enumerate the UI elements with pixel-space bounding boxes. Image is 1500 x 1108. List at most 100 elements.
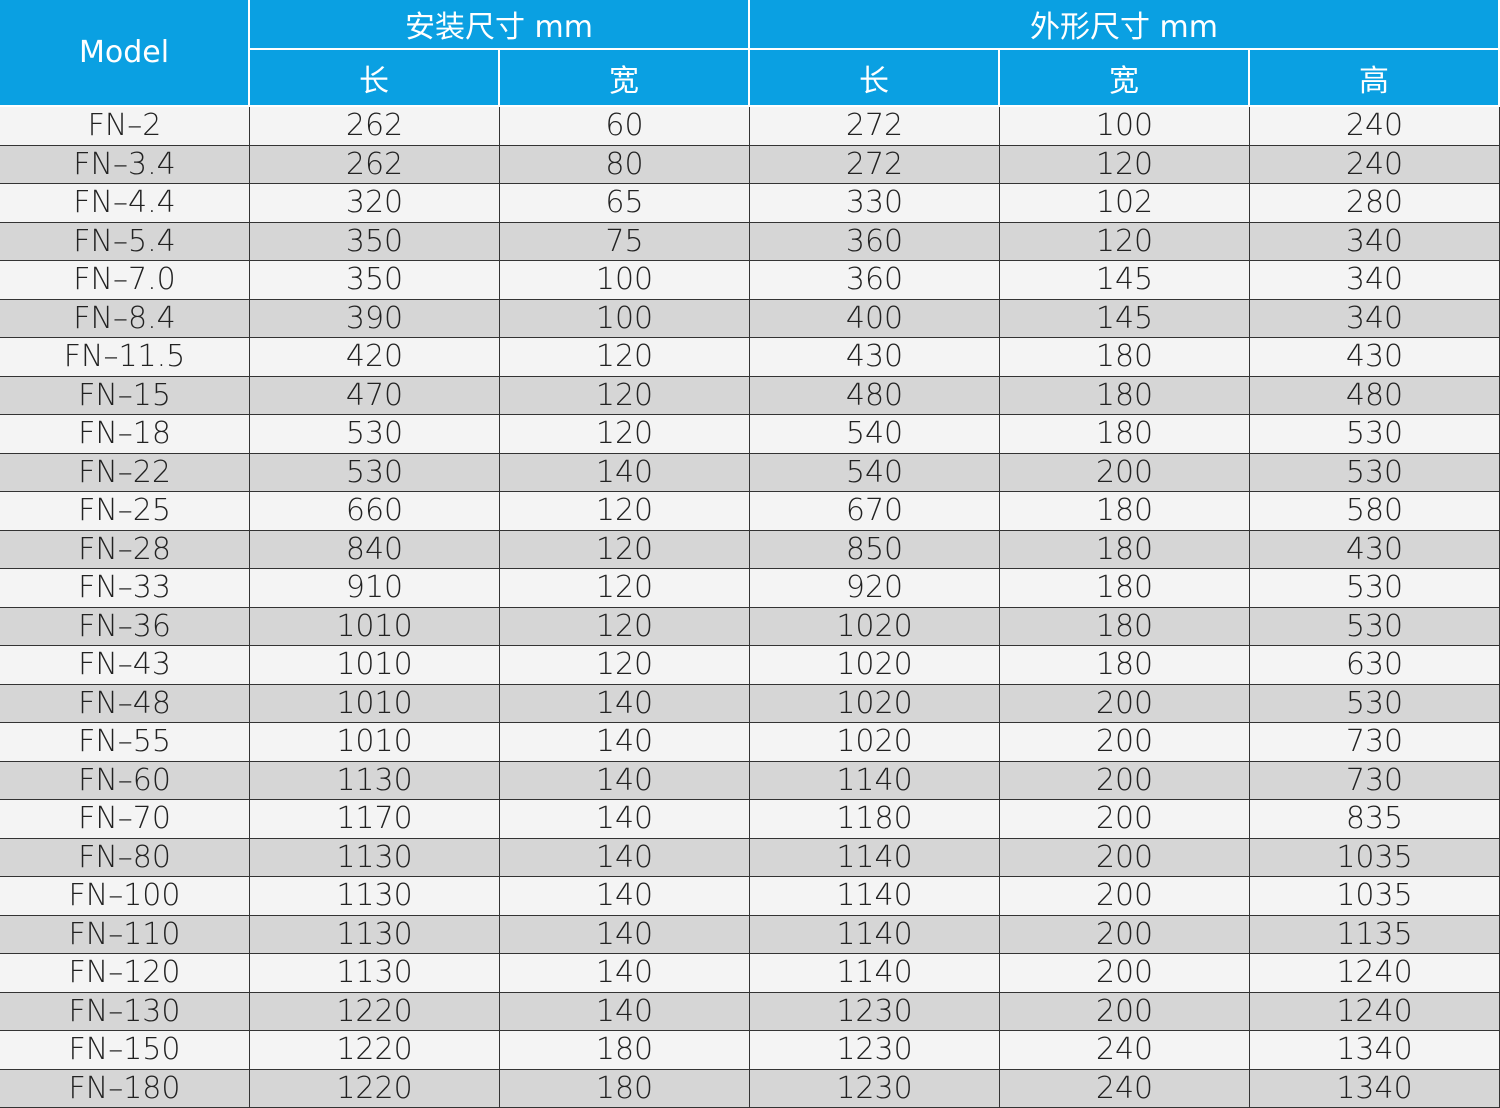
value-cell: 1035 <box>1250 838 1500 877</box>
model-cell: FN–100 <box>0 877 250 916</box>
model-cell: FN–25 <box>0 492 250 531</box>
value-cell: 180 <box>1000 415 1250 454</box>
value-cell: 1170 <box>250 800 500 839</box>
value-cell: 280 <box>1250 184 1500 223</box>
value-cell: 200 <box>1000 684 1250 723</box>
value-cell: 145 <box>1000 261 1250 300</box>
value-cell: 730 <box>1250 761 1500 800</box>
value-cell: 140 <box>500 954 750 993</box>
value-cell: 480 <box>750 376 1000 415</box>
value-cell: 340 <box>1250 261 1500 300</box>
value-cell: 180 <box>1000 492 1250 531</box>
value-cell: 120 <box>500 415 750 454</box>
model-cell: FN–36 <box>0 607 250 646</box>
column-header: 高 <box>1250 50 1500 107</box>
value-cell: 120 <box>500 338 750 377</box>
value-cell: 120 <box>500 646 750 685</box>
group-header: 安装尺寸 mm <box>250 0 750 50</box>
value-cell: 180 <box>1000 607 1250 646</box>
value-cell: 920 <box>750 569 1000 608</box>
value-cell: 120 <box>1000 222 1250 261</box>
value-cell: 1240 <box>1250 992 1500 1031</box>
value-cell: 240 <box>1250 145 1500 184</box>
value-cell: 200 <box>1000 723 1250 762</box>
value-cell: 1140 <box>750 761 1000 800</box>
value-cell: 140 <box>500 800 750 839</box>
value-cell: 730 <box>1250 723 1500 762</box>
value-cell: 120 <box>500 569 750 608</box>
value-cell: 835 <box>1250 800 1500 839</box>
value-cell: 80 <box>500 145 750 184</box>
value-cell: 200 <box>1000 954 1250 993</box>
model-cell: FN–43 <box>0 646 250 685</box>
value-cell: 120 <box>500 492 750 531</box>
value-cell: 1140 <box>750 877 1000 916</box>
value-cell: 630 <box>1250 646 1500 685</box>
value-cell: 660 <box>250 492 500 531</box>
value-cell: 1130 <box>250 761 500 800</box>
model-header: Model <box>0 0 250 107</box>
model-cell: FN–110 <box>0 915 250 954</box>
value-cell: 430 <box>1250 530 1500 569</box>
value-cell: 272 <box>750 145 1000 184</box>
value-cell: 1010 <box>250 607 500 646</box>
value-cell: 180 <box>1000 338 1250 377</box>
model-cell: FN–180 <box>0 1069 250 1108</box>
value-cell: 850 <box>750 530 1000 569</box>
value-cell: 1020 <box>750 607 1000 646</box>
value-cell: 200 <box>1000 453 1250 492</box>
value-cell: 200 <box>1000 761 1250 800</box>
value-cell: 1140 <box>750 915 1000 954</box>
value-cell: 330 <box>750 184 1000 223</box>
value-cell: 340 <box>1250 222 1500 261</box>
value-cell: 200 <box>1000 838 1250 877</box>
model-cell: FN–4.4 <box>0 184 250 223</box>
value-cell: 140 <box>500 915 750 954</box>
value-cell: 430 <box>750 338 1000 377</box>
value-cell: 350 <box>250 222 500 261</box>
value-cell: 1220 <box>250 1031 500 1070</box>
model-cell: FN–22 <box>0 453 250 492</box>
value-cell: 390 <box>250 299 500 338</box>
value-cell: 1020 <box>750 646 1000 685</box>
column-header: 长 <box>750 50 1000 107</box>
value-cell: 530 <box>1250 569 1500 608</box>
model-cell: FN–33 <box>0 569 250 608</box>
value-cell: 470 <box>250 376 500 415</box>
value-cell: 140 <box>500 684 750 723</box>
value-cell: 540 <box>750 415 1000 454</box>
value-cell: 180 <box>1000 569 1250 608</box>
value-cell: 1135 <box>1250 915 1500 954</box>
value-cell: 1130 <box>250 954 500 993</box>
value-cell: 180 <box>500 1069 750 1108</box>
value-cell: 1180 <box>750 800 1000 839</box>
value-cell: 1010 <box>250 684 500 723</box>
value-cell: 272 <box>750 107 1000 146</box>
value-cell: 670 <box>750 492 1000 531</box>
value-cell: 350 <box>250 261 500 300</box>
value-cell: 530 <box>1250 607 1500 646</box>
value-cell: 360 <box>750 261 1000 300</box>
value-cell: 1230 <box>750 1069 1000 1108</box>
value-cell: 530 <box>250 415 500 454</box>
value-cell: 102 <box>1000 184 1250 223</box>
value-cell: 420 <box>250 338 500 377</box>
model-cell: FN–48 <box>0 684 250 723</box>
value-cell: 140 <box>500 838 750 877</box>
value-cell: 180 <box>500 1031 750 1070</box>
value-cell: 840 <box>250 530 500 569</box>
value-cell: 1035 <box>1250 877 1500 916</box>
value-cell: 200 <box>1000 992 1250 1031</box>
value-cell: 1130 <box>250 915 500 954</box>
group-header: 外形尺寸 mm <box>750 0 1500 50</box>
value-cell: 540 <box>750 453 1000 492</box>
value-cell: 180 <box>1000 376 1250 415</box>
model-cell: FN–120 <box>0 954 250 993</box>
value-cell: 1140 <box>750 838 1000 877</box>
value-cell: 140 <box>500 877 750 916</box>
value-cell: 580 <box>1250 492 1500 531</box>
model-cell: FN–150 <box>0 1031 250 1070</box>
value-cell: 100 <box>500 299 750 338</box>
